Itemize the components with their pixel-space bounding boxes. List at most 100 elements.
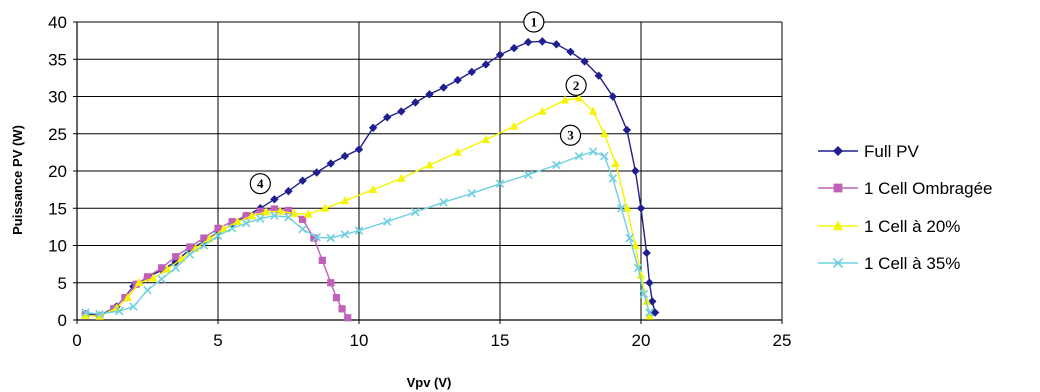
y-tick-label-4: 20: [48, 162, 67, 181]
data-point-0-14: [284, 186, 293, 196]
legend-marker-0: [833, 146, 843, 156]
data-point-2-35: [645, 311, 654, 320]
data-point-3-14: [284, 212, 293, 222]
data-point-2-5: [148, 273, 158, 282]
data-point-3-16-b: [312, 233, 321, 242]
x-tick-label-1: 5: [213, 331, 222, 350]
legend: Full PV 1 Cell Ombragée 1 Cell à 20% 1 Cell…: [818, 142, 993, 273]
data-point-2-22: [453, 147, 462, 156]
data-point-3-22-b: [439, 198, 448, 207]
data-point-3-32-b: [625, 233, 634, 243]
data-point-2-26: [560, 95, 570, 104]
data-point-3-33-b: [633, 263, 643, 273]
data-point-3-18-b: [340, 230, 350, 239]
data-point-3-9-b: [213, 231, 223, 241]
data-point-3-19-b: [354, 226, 364, 235]
data-point-3-21: [411, 207, 420, 217]
legend-label-2: 1 Cell à 20%: [864, 217, 960, 236]
data-point-0-25: [439, 83, 448, 92]
data-point-0-27: [467, 67, 476, 77]
data-point-2-25: [538, 106, 547, 115]
data-point-3-4-b: [143, 285, 152, 295]
x-tick-label-0: 0: [72, 331, 81, 350]
data-point-3-12-b: [256, 214, 265, 223]
data-point-3-11: [241, 218, 251, 228]
data-point-0-34: [566, 47, 575, 56]
annotation-circle-2: [565, 74, 587, 96]
data-point-3-16: [312, 233, 321, 242]
data-point-0-32: [538, 37, 547, 46]
data-point-2-12: [247, 211, 257, 220]
data-point-2-0: [81, 310, 90, 319]
series-line-3: [85, 150, 651, 315]
data-point-0-39: [631, 166, 640, 176]
y-tick-label-2: 10: [48, 237, 67, 256]
data-point-1-3: [121, 294, 129, 302]
data-point-2-15: [289, 208, 299, 217]
data-point-1-16: [299, 215, 307, 224]
data-point-3-25: [523, 170, 533, 179]
data-point-3-8: [199, 241, 209, 250]
data-point-0-13: [270, 195, 279, 204]
data-point-3-5: [157, 274, 166, 284]
data-point-3-21-b: [411, 207, 420, 217]
data-point-3-10-b: [227, 224, 237, 233]
series-lines: [81, 37, 660, 322]
data-point-3-20: [382, 217, 392, 226]
annotation-2: 2: [565, 74, 587, 96]
data-point-3-11-b: [241, 218, 251, 228]
data-point-2-11: [233, 216, 242, 226]
x-tick-label-5: 25: [773, 331, 792, 350]
data-point-1-5: [143, 273, 152, 281]
data-point-0-26: [453, 75, 462, 85]
data-point-3-2: [115, 306, 124, 316]
data-point-0-29: [495, 50, 505, 59]
data-point-3-13: [270, 211, 279, 220]
legend-label-1: 1 Cell Ombragée: [864, 179, 993, 198]
data-point-0-22: [397, 107, 406, 116]
data-point-3-0: [81, 308, 90, 317]
data-point-3-20-b: [382, 217, 392, 226]
data-point-3-17-b: [326, 233, 336, 243]
data-point-3-3: [129, 302, 138, 311]
data-point-3-26: [552, 160, 561, 170]
data-point-3-3-b: [129, 302, 138, 311]
y-tick-label-1: 5: [58, 274, 67, 293]
y-tick-label-6: 30: [48, 88, 67, 107]
annotation-circle-4: [249, 173, 271, 195]
data-point-1-9: [200, 234, 208, 242]
data-point-2-30: [611, 158, 620, 167]
data-point-0-37: [608, 92, 617, 101]
data-point-0-21: [383, 113, 392, 122]
data-point-3-24-b: [495, 179, 505, 188]
legend-item-3: 1 Cell à 35%: [818, 254, 960, 273]
annotation-label-4: 4: [257, 176, 264, 191]
data-point-1-12: [242, 212, 250, 220]
data-point-3-8-b: [199, 241, 209, 250]
data-point-0-15: [298, 176, 307, 185]
data-point-1-7: [172, 253, 180, 261]
data-point-2-21: [425, 160, 434, 169]
data-point-1-22: [344, 314, 352, 322]
data-point-2-18: [340, 196, 350, 205]
data-point-0-17: [326, 159, 335, 168]
data-point-3-10: [227, 224, 237, 233]
data-point-1-19: [327, 279, 335, 287]
data-point-2-16: [304, 209, 313, 218]
data-point-2-20: [397, 173, 406, 182]
legend-marker-3-b: [832, 257, 844, 269]
data-point-3-1-b: [95, 309, 104, 319]
data-point-3-35: [645, 308, 654, 317]
data-point-3-5-b: [157, 274, 166, 284]
annotation-1: 1: [523, 11, 545, 33]
y-axis-title: Puissance PV (W): [10, 125, 25, 235]
x-tick-labels: 0 5 10 15 20 25: [72, 331, 791, 350]
data-point-3-28-b: [588, 147, 598, 156]
data-point-3-7: [185, 250, 195, 259]
data-point-1-8: [186, 243, 194, 251]
data-point-0-16: [312, 168, 321, 177]
data-point-3-2-b: [115, 306, 124, 316]
data-point-3-0-b: [81, 308, 90, 317]
data-point-3-27: [574, 151, 584, 161]
data-point-3-30: [608, 174, 618, 183]
